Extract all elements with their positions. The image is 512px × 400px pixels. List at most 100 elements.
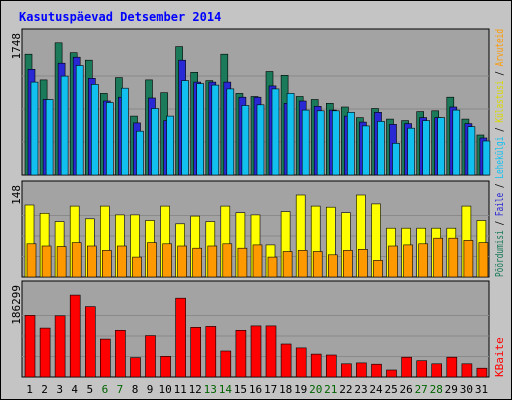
x-tick-label-day-8: 8 bbox=[132, 383, 139, 396]
bar-kbaite-day-28 bbox=[431, 363, 443, 378]
ymax-label-visits: 148 bbox=[10, 185, 23, 205]
bar-lehekülgi-day-3 bbox=[60, 75, 69, 176]
bar-arvuteid-day-3 bbox=[56, 246, 67, 278]
panel-kbytes: 186299 bbox=[10, 280, 490, 378]
bar-arvuteid-day-17 bbox=[267, 256, 278, 278]
bar-lehekülgi-day-26 bbox=[407, 127, 415, 176]
bar-lehekülgi-day-14 bbox=[226, 88, 235, 176]
bar-kbaite-day-20 bbox=[310, 353, 322, 378]
bar-kbaite-day-24 bbox=[371, 363, 382, 378]
x-tick-label-day-7: 7 bbox=[117, 383, 124, 396]
bar-arvuteid-day-4 bbox=[71, 242, 82, 278]
bar-lehekülgi-day-30 bbox=[467, 126, 476, 176]
legend-separator: / bbox=[493, 216, 506, 230]
x-tick-label-day-20: 20 bbox=[309, 383, 322, 396]
legend-item-külastusi: Külastusi bbox=[493, 80, 506, 122]
bar-kbaite-day-15 bbox=[235, 329, 247, 378]
bar-arvuteid-day-13 bbox=[207, 245, 218, 278]
bar-kbaite-day-31 bbox=[476, 367, 488, 378]
bar-arvuteid-day-8 bbox=[132, 256, 142, 278]
bar-lehekülgi-day-11 bbox=[181, 80, 189, 176]
bar-arvuteid-day-1 bbox=[26, 243, 37, 278]
x-tick-label-day-22: 22 bbox=[339, 383, 352, 396]
bar-lehekülgi-day-10 bbox=[166, 115, 174, 176]
bar-kbaite-day-2 bbox=[39, 327, 51, 378]
bar-lehekülgi-day-8 bbox=[136, 130, 144, 176]
bar-kbaite-day-29 bbox=[446, 356, 458, 378]
bar-kbaite-day-11 bbox=[175, 297, 186, 378]
x-tick-label-day-29: 29 bbox=[445, 383, 458, 396]
bar-lehekülgi-day-12 bbox=[196, 83, 204, 176]
legend-item-faile: Faile bbox=[493, 193, 506, 216]
bar-arvuteid-day-18 bbox=[282, 251, 293, 278]
bar-lehekülgi-day-16 bbox=[256, 104, 265, 176]
bar-lehekülgi-day-2 bbox=[45, 99, 54, 176]
bar-arvuteid-day-22 bbox=[343, 250, 353, 278]
legend-item-lehekülgi: Lehekülgi bbox=[493, 137, 506, 179]
bar-kbaite-day-7 bbox=[115, 329, 126, 378]
x-tick-label-day-23: 23 bbox=[354, 383, 367, 396]
bar-lehekülgi-day-15 bbox=[241, 105, 250, 176]
bar-kbaite-day-27 bbox=[416, 360, 428, 378]
bar-lehekülgi-day-31 bbox=[482, 140, 491, 176]
x-tick-label-day-6: 6 bbox=[102, 383, 109, 396]
bar-arvuteid-day-31 bbox=[478, 242, 489, 278]
bar-arvuteid-day-2 bbox=[41, 245, 52, 278]
bar-arvuteid-day-12 bbox=[192, 247, 202, 278]
bar-lehekülgi-day-21 bbox=[331, 110, 340, 176]
legend-item-kbaite: KBaite bbox=[493, 337, 506, 377]
bar-lehekülgi-day-28 bbox=[437, 117, 446, 176]
bar-lehekülgi-day-5 bbox=[91, 84, 99, 176]
bar-lehekülgi-day-17 bbox=[271, 88, 280, 176]
x-tick-label-day-15: 15 bbox=[234, 383, 247, 396]
bar-lehekülgi-day-29 bbox=[452, 109, 461, 176]
legend-separator: / bbox=[493, 66, 506, 80]
bar-lehekülgi-day-13 bbox=[211, 84, 220, 176]
bar-kbaite-day-4 bbox=[69, 294, 81, 378]
x-tick-label-day-3: 3 bbox=[56, 383, 63, 396]
bar-kbaite-day-19 bbox=[295, 347, 307, 378]
bar-arvuteid-day-14 bbox=[222, 243, 233, 278]
bar-kbaite-day-3 bbox=[54, 315, 66, 378]
legend-separator: / bbox=[493, 123, 506, 137]
x-tick-label-day-11: 11 bbox=[174, 383, 187, 396]
legend-item-pöördumisi: Pöördumisi bbox=[493, 230, 506, 277]
x-tick-label-day-13: 13 bbox=[204, 383, 217, 396]
bar-arvuteid-day-19 bbox=[297, 250, 308, 278]
bar-kbaite-day-18 bbox=[280, 343, 292, 378]
bar-lehekülgi-day-7 bbox=[121, 87, 129, 176]
bar-kbaite-day-25 bbox=[386, 369, 397, 378]
bar-arvuteid-day-7 bbox=[117, 245, 127, 278]
bar-lehekülgi-day-24 bbox=[377, 121, 385, 176]
bar-lehekülgi-day-20 bbox=[316, 110, 325, 176]
bar-arvuteid-day-16 bbox=[252, 244, 263, 278]
bar-arvuteid-day-24 bbox=[373, 260, 383, 278]
x-tick-label-day-9: 9 bbox=[147, 383, 154, 396]
bar-kbaite-day-1 bbox=[24, 315, 36, 378]
bar-kbaite-day-16 bbox=[250, 325, 262, 378]
x-tick-label-day-27: 27 bbox=[415, 383, 428, 396]
x-tick-label-day-17: 17 bbox=[264, 383, 277, 396]
bar-kbaite-day-21 bbox=[325, 354, 337, 378]
chart-title: Kasutuspäevad Detsember 2014 bbox=[19, 10, 221, 24]
bar-lehekülgi-day-9 bbox=[151, 108, 159, 176]
x-tick-label-day-25: 25 bbox=[384, 383, 397, 396]
bar-kbaite-day-13 bbox=[205, 326, 217, 378]
bar-arvuteid-day-21 bbox=[327, 254, 338, 278]
x-tick-label-day-28: 28 bbox=[430, 383, 443, 396]
x-tick-label-day-26: 26 bbox=[399, 383, 412, 396]
bar-lehekülgi-day-27 bbox=[422, 120, 431, 176]
x-tick-label-day-31: 31 bbox=[475, 383, 488, 396]
bar-kbaite-day-10 bbox=[160, 355, 171, 378]
bar-kbaite-day-22 bbox=[341, 363, 352, 378]
bar-lehekülgi-day-4 bbox=[75, 65, 84, 176]
bar-arvuteid-day-11 bbox=[177, 245, 187, 278]
bar-kbaite-day-23 bbox=[356, 362, 367, 378]
x-tick-label-day-21: 21 bbox=[324, 383, 337, 396]
bar-kbaite-day-6 bbox=[100, 338, 111, 378]
bar-lehekülgi-day-19 bbox=[301, 109, 310, 176]
bar-arvuteid-day-29 bbox=[448, 237, 459, 278]
x-tick-label-day-5: 5 bbox=[86, 383, 93, 396]
x-tick-label-day-10: 10 bbox=[158, 383, 171, 396]
